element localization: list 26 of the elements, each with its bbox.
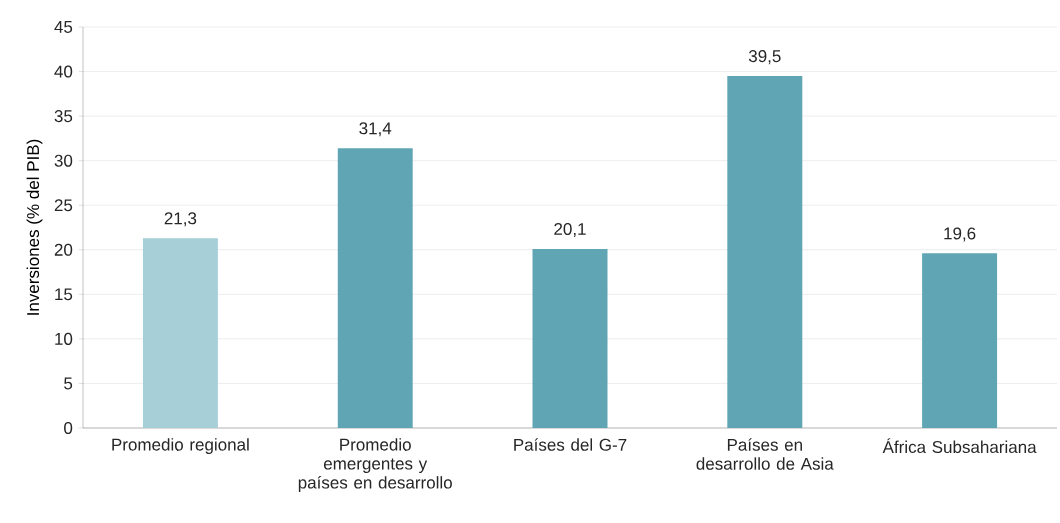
bar (337, 148, 413, 428)
y-tick-label: 35 (54, 110, 73, 123)
y-tick-label: 40 (54, 65, 73, 78)
bar (142, 238, 218, 428)
x-tick-label: Promedio regional (112, 438, 249, 454)
data-label: 31,4 (359, 122, 392, 137)
data-label: 39,5 (748, 50, 781, 65)
y-axis-title: Inversiones (% del PIB) (26, 139, 43, 315)
data-label: 21,3 (164, 212, 197, 227)
x-tick-label: África Subsahariana (882, 438, 1037, 454)
y-tick-label: 20 (54, 243, 73, 256)
y-tick-label: 30 (54, 154, 73, 167)
y-tick-label: 5 (64, 377, 73, 390)
x-tick-label: Promedio emergentes y países en desarrollo (298, 438, 452, 492)
y-tick-label: 25 (54, 199, 73, 212)
y-tick-label: 15 (55, 288, 73, 301)
y-tick-label: 0 (64, 421, 73, 435)
y-tick-label: 10 (55, 332, 73, 345)
data-label: 19,6 (944, 227, 976, 242)
data-label: 20,1 (554, 222, 586, 238)
bar (532, 248, 608, 428)
y-tick-label: 45 (54, 21, 73, 33)
bar (922, 253, 998, 428)
x-tick-label: Países del G-7 (514, 438, 627, 451)
bar (727, 76, 803, 428)
x-tick-label: Países en desarrollo de Asia (696, 438, 834, 470)
